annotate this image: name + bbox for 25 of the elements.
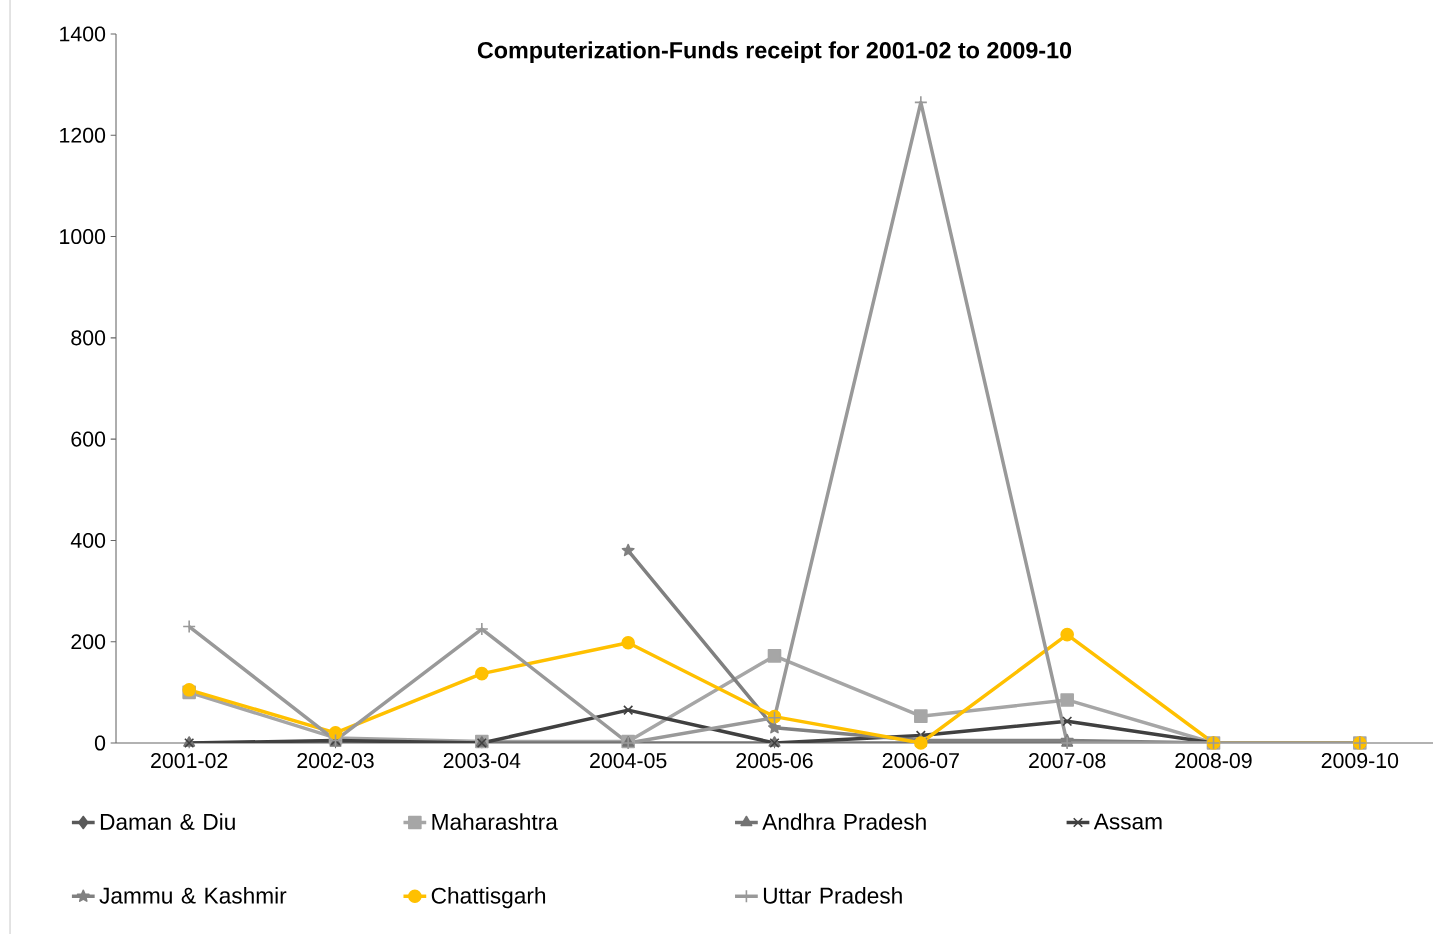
y-tick-label: 400 <box>70 532 106 548</box>
legend-label: Chattisgarh <box>431 887 546 909</box>
legend-label: Maharashtra <box>432 813 558 830</box>
x-tick-label: 2006-07 <box>882 753 959 769</box>
x-tick-label: 2001-02 <box>151 753 228 769</box>
x-tick-label: 2005-06 <box>736 753 813 769</box>
y-tick-label: 1200 <box>60 127 106 143</box>
y-tick-label: 800 <box>71 330 106 346</box>
x-tick-label: 2009-10 <box>1321 753 1399 769</box>
legend-label: Uttar Pradesh <box>763 887 902 904</box>
y-tick-label: 200 <box>71 634 106 650</box>
y-tick-label: 0 <box>94 735 106 751</box>
chart-title: Computerization-Funds receipt for 2001-02 to 2009-10 <box>477 41 1072 64</box>
legend-label: Assam <box>1093 813 1162 830</box>
x-tick-label: 2008-09 <box>1175 753 1252 769</box>
y-tick-label: 1400 <box>60 26 106 42</box>
legend-label: Andhra Pradesh <box>762 813 926 830</box>
x-tick-label: 2007-08 <box>1029 753 1106 769</box>
y-tick-label: 1000 <box>60 229 106 245</box>
legend-label: Daman & Diu <box>100 813 235 830</box>
legend-label: Jammu & Kashmir <box>99 887 287 904</box>
x-tick-label: 2004-05 <box>590 753 667 769</box>
x-tick-label: 2002-03 <box>297 753 374 769</box>
x-tick-label: 2003-04 <box>443 753 521 769</box>
y-tick-label: 600 <box>71 431 106 447</box>
